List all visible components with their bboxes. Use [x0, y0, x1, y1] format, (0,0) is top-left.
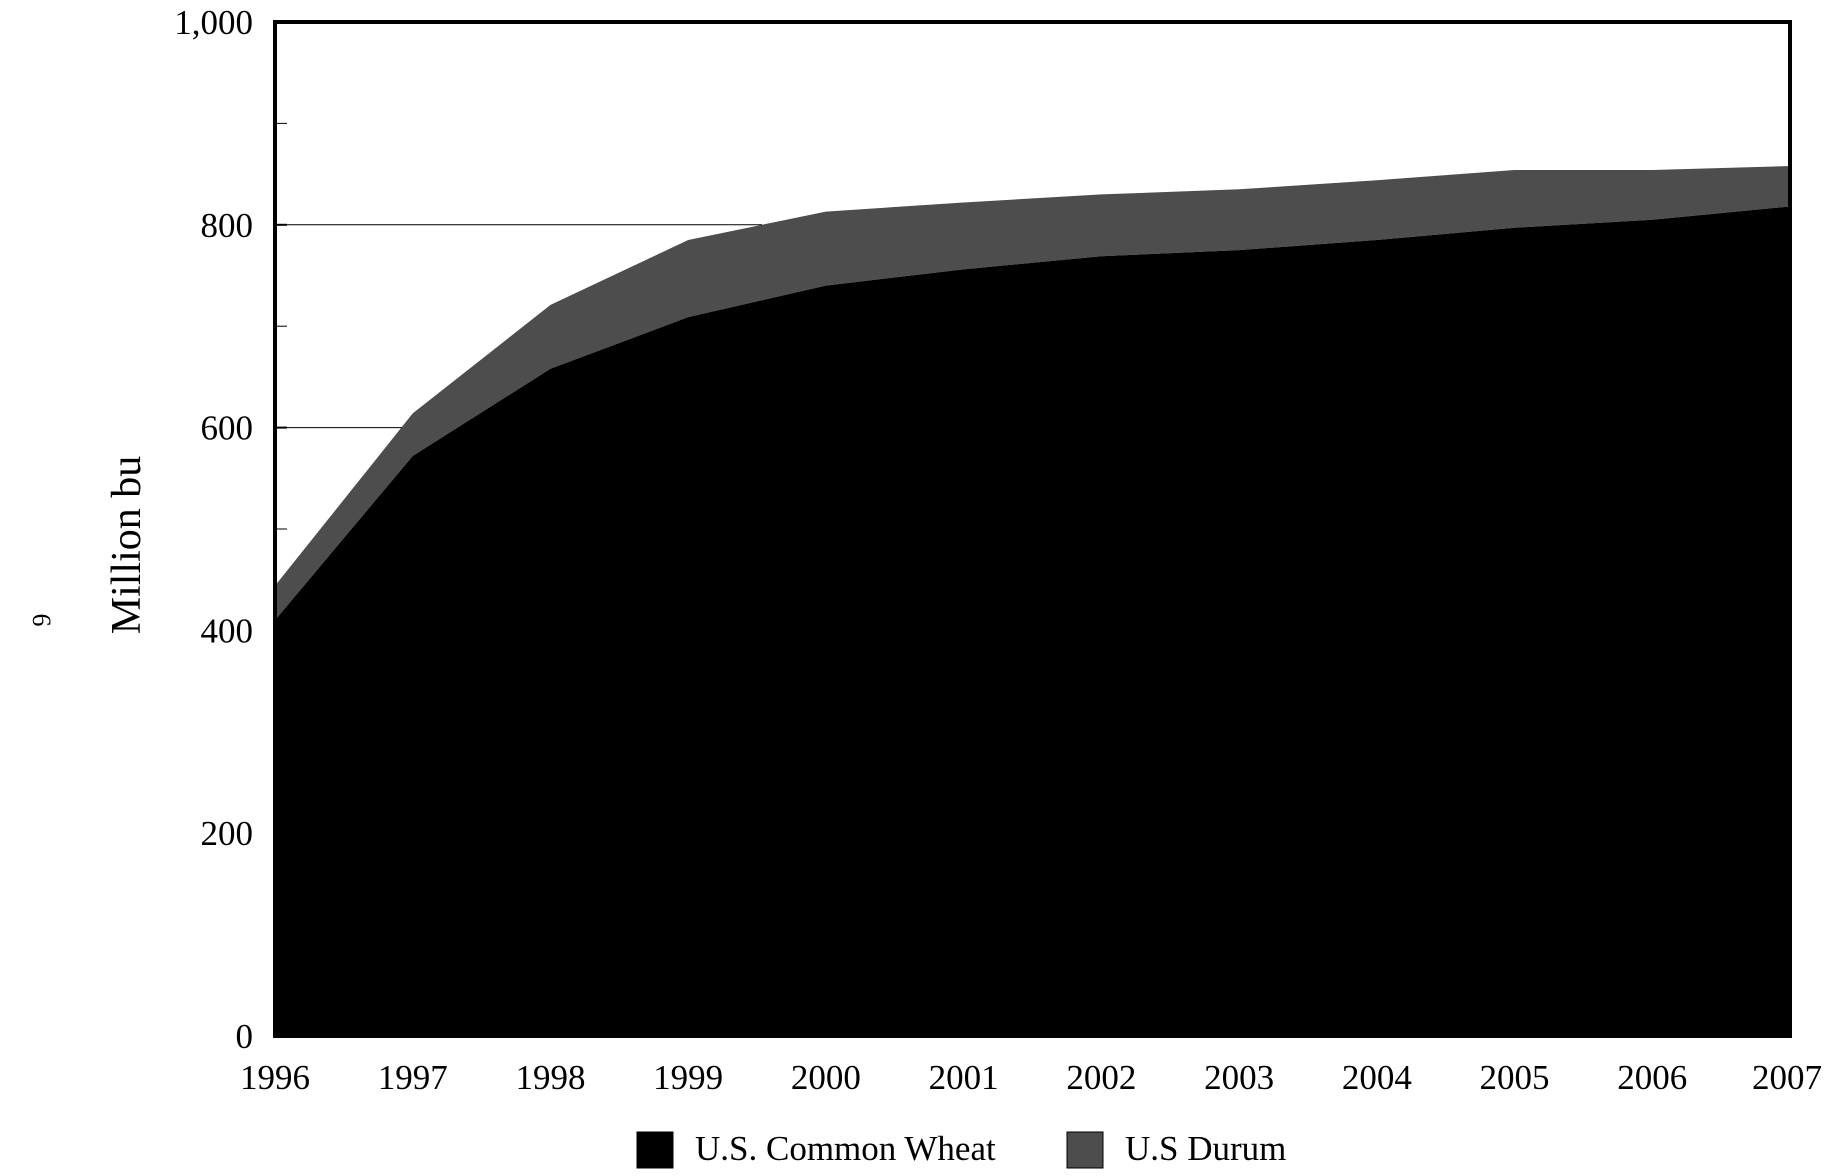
- legend-label-1: U.S. Common Wheat: [695, 1129, 996, 1168]
- x-tick-label: 2002: [1066, 1058, 1136, 1097]
- legend-swatch-2: [1066, 1131, 1104, 1169]
- legend: U.S. Common Wheat U.S Durum: [636, 1129, 1286, 1169]
- x-axis: 1996 1997 1998 1999 2000 2001 2002 2003 2004 2005…: [240, 1058, 1822, 1097]
- y-tick-label: 800: [201, 206, 254, 245]
- x-tick-label: 2007: [1752, 1058, 1822, 1097]
- y-tick-label: 0: [236, 1017, 254, 1056]
- x-tick-label: 1997: [378, 1058, 448, 1097]
- x-tick-label: 2006: [1617, 1058, 1687, 1097]
- y-tick-label: 200: [201, 814, 254, 853]
- x-tick-label: 2003: [1204, 1058, 1274, 1097]
- x-tick-label: 1998: [515, 1058, 585, 1097]
- y-tick-label: 400: [201, 611, 254, 650]
- gridlines: [275, 224, 762, 429]
- y-axis-title: Million bu: [104, 456, 150, 635]
- x-tick-label: 1999: [653, 1058, 723, 1097]
- page-number: 6: [27, 614, 56, 627]
- legend-swatch-1: [636, 1131, 674, 1169]
- y-tick-label: 600: [201, 409, 254, 448]
- x-tick-label: 2004: [1342, 1058, 1412, 1097]
- x-tick-label: 1996: [240, 1058, 310, 1097]
- legend-label-2: U.S Durum: [1125, 1129, 1286, 1168]
- x-tick-label: 2005: [1480, 1058, 1550, 1097]
- y-tick-label: 1,000: [174, 3, 253, 42]
- plot-areas: [275, 166, 1790, 1036]
- y-axis: 0 200 400 600 800 1,000: [174, 3, 287, 1056]
- area-u-s-durum: [275, 166, 1790, 621]
- x-tick-label: 2000: [791, 1058, 861, 1097]
- area-u-s-common-wheat: [275, 206, 1790, 1036]
- x-tick-label: 2001: [929, 1058, 999, 1097]
